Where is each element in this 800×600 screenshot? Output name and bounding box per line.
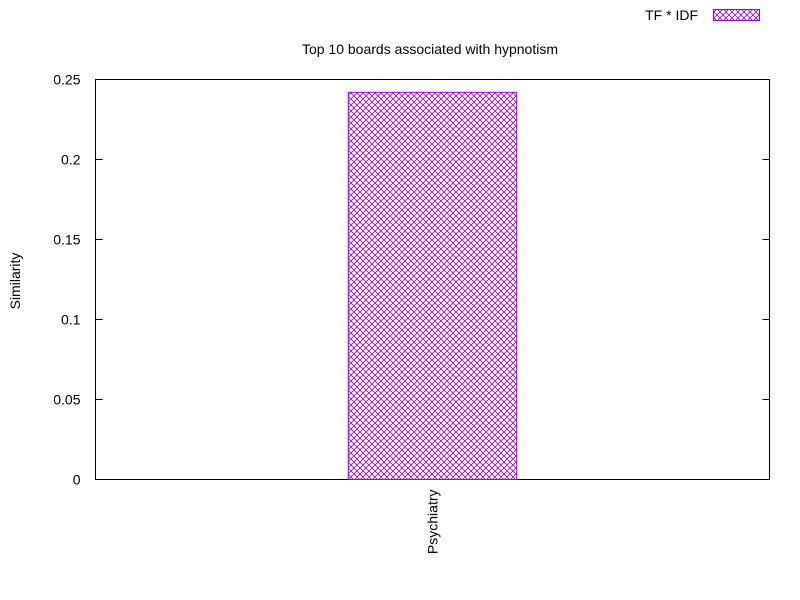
y-axis-ticks: 0 0.05 0.1 0.15 0.2 0.25	[53, 72, 770, 488]
y-tick-label: 0.2	[61, 152, 81, 168]
y-tick-label: 0.15	[53, 232, 80, 248]
legend-label: TF * IDF	[645, 7, 698, 23]
chart-title: Top 10 boards associated with hypnotism	[302, 41, 558, 57]
y-tick-label: 0.05	[53, 392, 80, 408]
x-axis-tick-labels: Psychiatry	[425, 490, 441, 555]
bar-psychiatry	[347, 91, 518, 481]
x-tick-label: Psychiatry	[425, 490, 441, 555]
legend-swatch	[713, 9, 760, 21]
y-tick-label: 0.25	[53, 72, 80, 88]
y-tick-label: 0	[73, 472, 81, 488]
y-axis-label: Similarity	[7, 253, 23, 310]
y-tick-label: 0.1	[61, 312, 81, 328]
legend: TF * IDF	[645, 7, 760, 23]
bars-group	[347, 91, 518, 481]
